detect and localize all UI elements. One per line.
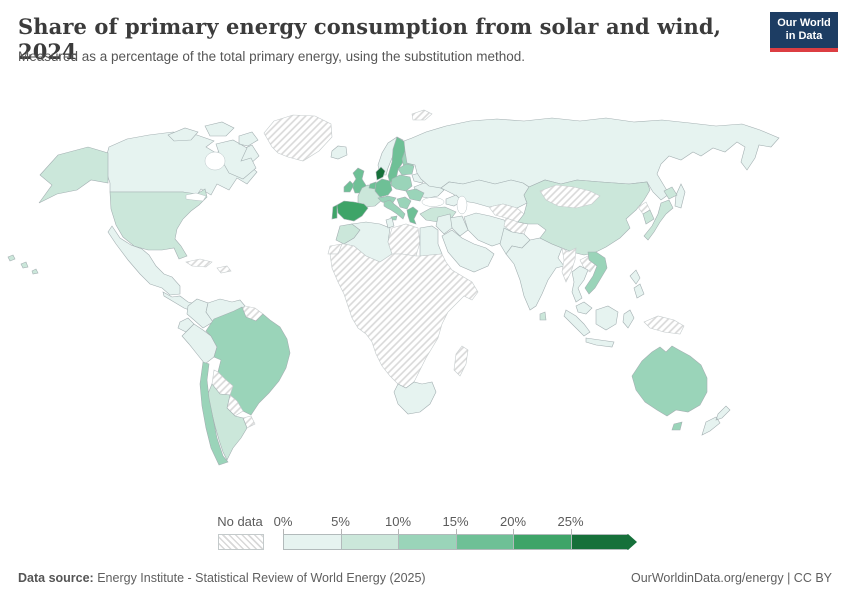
legend-color-bar xyxy=(283,534,628,550)
country-saudi-arabia[interactable]: Saudi Arabia — 0-5% xyxy=(441,229,495,273)
chart-subtitle: Measured as a percentage of the total pr… xyxy=(18,49,526,64)
country-spain[interactable]: Spain — 20-25% xyxy=(336,200,369,222)
country-denmark[interactable]: Denmark — 25%+ xyxy=(375,166,386,181)
country-germany[interactable]: Germany — 15-20% xyxy=(374,178,393,198)
country-hispaniola[interactable]: Hispaniola — No data xyxy=(216,265,232,274)
country-ireland[interactable]: Ireland — 15-20% xyxy=(343,180,355,193)
country-benelux[interactable]: Netherlands & Belgium — 15-20% xyxy=(368,181,377,190)
country-vietnam[interactable]: Vietnam — 10-15% xyxy=(584,251,608,295)
legend-bin-0-5%[interactable] xyxy=(283,534,341,550)
world-map: Greenland — No data Svalbard — No data Ice… xyxy=(7,109,780,466)
country-malaysia[interactable]: Malaysia — 0-5% xyxy=(575,301,593,315)
country-australia[interactable]: Australia — 10-15% xyxy=(631,345,708,417)
country-libya[interactable]: Libya — No data xyxy=(387,223,421,257)
country-canada-islands[interactable]: Canada — 0-5% xyxy=(167,121,259,180)
legend-bin-15-20%[interactable] xyxy=(455,534,513,550)
country-tasmania[interactable]: Australia — 10-15% xyxy=(671,421,683,431)
legend-tick-20%: 20% xyxy=(499,514,527,529)
country-alaska[interactable]: United States — 5-10% xyxy=(38,146,109,204)
country-india[interactable]: India — 0-5% xyxy=(505,237,565,311)
legend-tick-5%: 5% xyxy=(331,514,350,529)
legend-tick-10%: 10% xyxy=(384,514,412,529)
country-myanmar[interactable]: Myanmar — No data xyxy=(561,247,577,283)
country-madagascar[interactable]: Madagascar — No data xyxy=(453,345,469,377)
country-usa[interactable]: United States — 5-10% xyxy=(109,188,208,260)
country-thailand[interactable]: Thailand — 0-5% xyxy=(571,265,589,303)
legend-arrow-tip xyxy=(628,534,637,550)
country-new-zealand[interactable]: New Zealand — 0-5% xyxy=(701,405,731,436)
map-legend: No data 0% 5% 10% 15% 20% 25% xyxy=(0,512,850,554)
legend-bin-20-25%[interactable] xyxy=(513,534,571,550)
country-south-korea[interactable]: South Korea — 5-10% xyxy=(642,209,655,225)
country-tunisia[interactable]: Tunisia — 0-5% xyxy=(385,217,395,229)
owid-logo-line1: Our World xyxy=(777,17,831,29)
country-south-africa[interactable]: South Africa — 0-5% xyxy=(393,381,437,415)
data-source-label: Data source: xyxy=(18,571,94,585)
country-chile[interactable]: Chile — 10-15% xyxy=(199,361,229,466)
country-balkans[interactable]: Balkans — 10-15% xyxy=(396,196,412,210)
country-philippines[interactable]: Philippines — 0-5% xyxy=(629,269,645,299)
chart-footer: Data source: Energy Institute - Statisti… xyxy=(0,566,850,590)
legend-tick-mark xyxy=(283,529,284,534)
legend-tick-mark xyxy=(398,529,399,534)
country-egypt[interactable]: Egypt — 0-5% xyxy=(419,225,443,257)
country-sakhalin[interactable]: Russia — 0-5% xyxy=(674,183,686,209)
page-title: Share of primary energy consumption from… xyxy=(18,14,722,64)
country-greenland[interactable]: Greenland — No data xyxy=(263,114,333,162)
country-africa-subsaharan[interactable]: Sub-Saharan Africa — No data xyxy=(329,243,479,389)
country-portugal[interactable]: Portugal — 20-25% xyxy=(331,204,338,220)
legend-tick-mark xyxy=(340,529,342,534)
country-iceland[interactable]: Iceland — 0-5% xyxy=(330,145,348,160)
country-levant[interactable]: Levant — 0-5% xyxy=(435,213,453,235)
country-mexico[interactable]: Mexico — 0-5% xyxy=(107,225,181,296)
legend-tick-25%: 25% xyxy=(557,514,584,529)
legend-bin-10-15%[interactable] xyxy=(398,534,456,550)
country-new-guinea[interactable]: Papua New Guinea — No data xyxy=(643,315,685,335)
country-hawaii[interactable]: United States — 5-10% xyxy=(7,254,39,275)
country-indonesia[interactable]: Indonesia — 0-5% xyxy=(563,305,635,348)
license-note[interactable]: OurWorldinData.org/energy | CC BY xyxy=(630,571,832,585)
country-svalbard[interactable]: Svalbard — No data xyxy=(411,109,433,121)
country-brazil[interactable]: Brazil — 10-15% xyxy=(205,306,291,416)
data-source-note: Data source: Energy Institute - Statisti… xyxy=(18,571,426,585)
water-layer xyxy=(185,151,468,215)
legend-tick-0%: 0% xyxy=(273,514,293,529)
country-japan[interactable]: Japan — 5-10% xyxy=(643,186,678,241)
country-poland[interactable]: Poland — 10-15% xyxy=(390,174,413,192)
hudson-bay xyxy=(204,151,226,171)
country-layer: Greenland — No data Svalbard — No data Ice… xyxy=(7,109,780,466)
country-cuba[interactable]: Cuba — No data xyxy=(185,258,213,268)
great-lakes xyxy=(185,192,207,202)
legend-tick-15%: 15% xyxy=(442,514,469,529)
caspian-sea xyxy=(456,195,468,215)
no-data-label: No data xyxy=(217,514,263,529)
legend-tick-mark xyxy=(455,529,457,534)
legend-bin-25%+[interactable] xyxy=(570,534,628,550)
data-source-text: Energy Institute - Statistical Review of… xyxy=(93,571,426,585)
no-data-swatch[interactable] xyxy=(218,534,264,550)
country-romania[interactable]: Romania & Bulgaria — 10-15% xyxy=(405,188,425,202)
country-baltics[interactable]: Baltic states — 10-15% xyxy=(397,163,415,176)
legend-tick-mark xyxy=(513,529,514,534)
black-sea xyxy=(421,197,445,207)
owid-logo[interactable]: Our World in Data xyxy=(770,12,838,52)
owid-logo-line2: in Data xyxy=(785,30,823,42)
country-greece[interactable]: Greece — 15-20% xyxy=(406,206,419,225)
country-sri-lanka[interactable]: Sri Lanka — 5-10% xyxy=(539,311,547,321)
legend-tick-mark xyxy=(570,529,572,534)
country-mongolia[interactable]: Mongolia — No data xyxy=(539,184,601,209)
legend-bin-5-10%[interactable] xyxy=(340,534,398,550)
